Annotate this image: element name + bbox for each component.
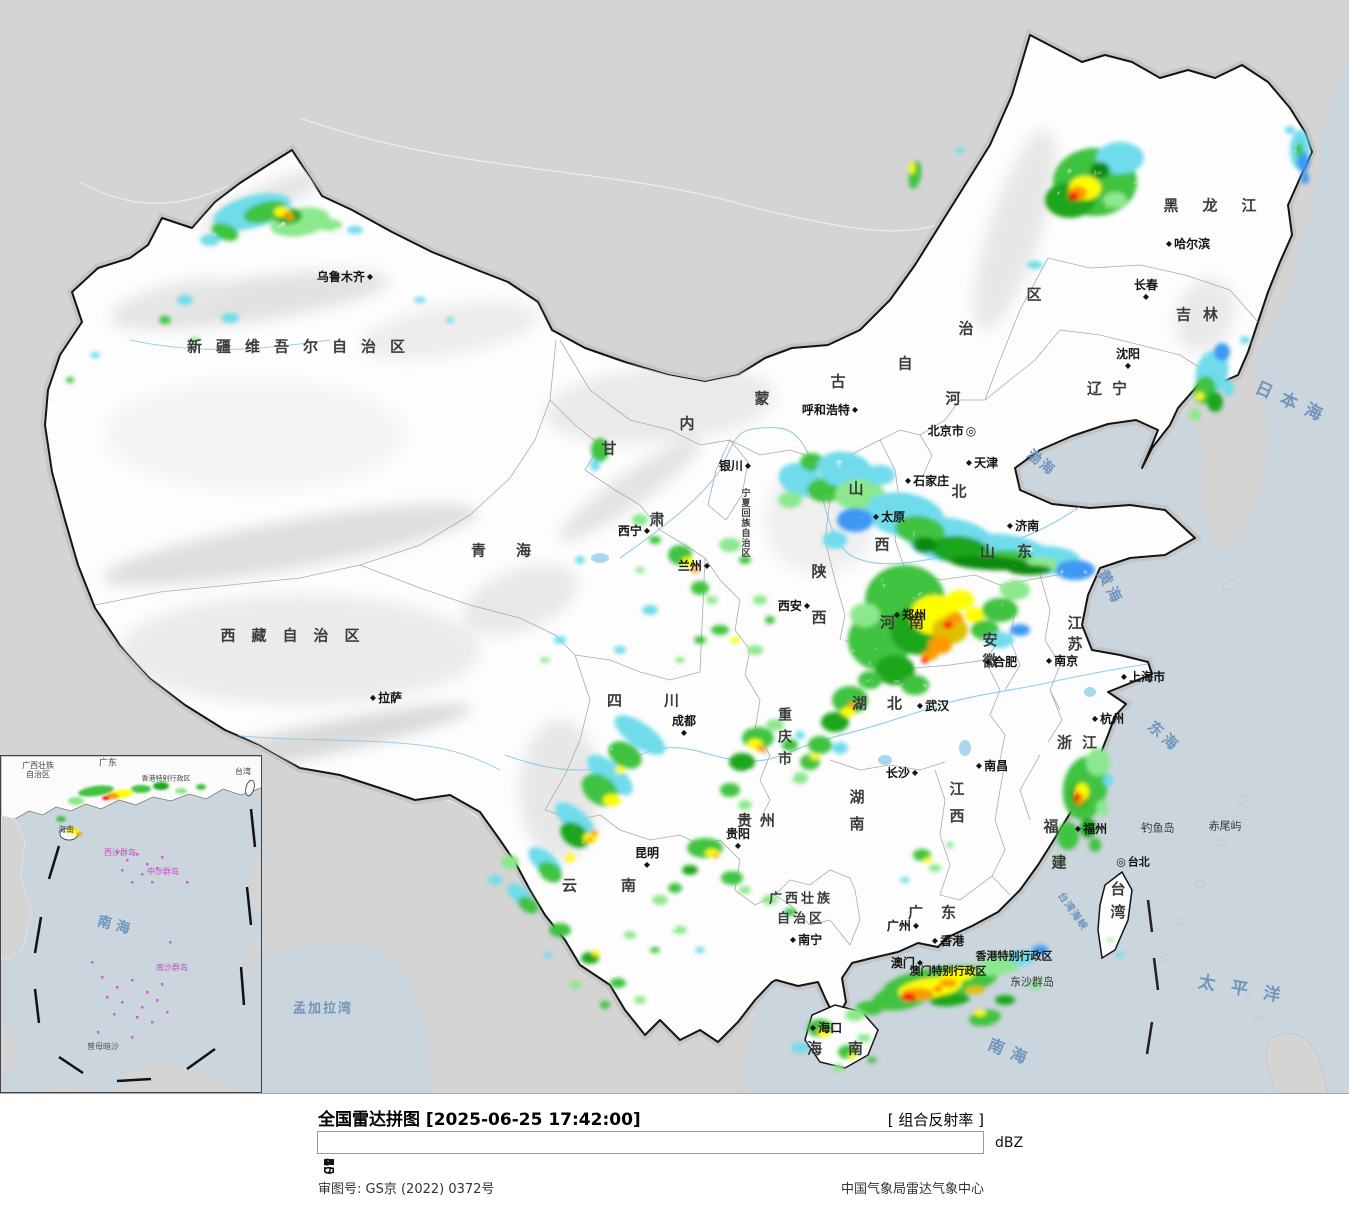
colorbar-value: 70 [320, 1158, 335, 1175]
inset-echo-layer [56, 782, 206, 836]
inset-taiwan [245, 779, 255, 797]
legend-footer: 审图号: GS京 (2022) 0372号 中国气象局雷达气象中心 [318, 1178, 984, 1197]
inset-philippines-2 [243, 933, 259, 973]
dbz-colorbar: 5 10 15 20 25 30 [317, 1131, 984, 1175]
colorbar-value: 25 [320, 1158, 335, 1175]
colorbar-value: 45 [320, 1158, 335, 1175]
inset-map-svg [1, 756, 261, 1092]
colorbar-value: 10 [320, 1158, 335, 1175]
colorbar-value: 65 [320, 1158, 335, 1175]
inset-china-coast [1, 756, 261, 820]
map-title: 全国雷达拼图 [2025-06-25 17:42:00] [318, 1110, 641, 1130]
inset-indochina [1, 815, 32, 960]
inset-island-dots [91, 851, 189, 1039]
legend-header: 全国雷达拼图 [2025-06-25 17:42:00] [ 组合反射率 ] [318, 1105, 984, 1130]
colorbar-value: 55 [320, 1158, 335, 1175]
legend-panel: 全国雷达拼图 [2025-06-25 17:42:00] [ 组合反射率 ] 5… [0, 1093, 1349, 1208]
data-source-credit: 中国气象局雷达气象中心 [840, 1182, 984, 1197]
radar-echo-layer [66, 126, 1310, 1072]
colorbar-value: 40 [320, 1158, 335, 1175]
colorbar-value: 5 [320, 1158, 335, 1167]
map-approval-number: 审图号: GS京 (2022) 0372号 [318, 1182, 495, 1197]
colorbar-value: 15 [320, 1158, 335, 1175]
terrain-shading [102, 129, 1235, 860]
pacific-and-marginal-seas [742, 60, 1349, 1093]
china-radar-map: 新疆维吾尔自治区 西藏自治区 青海甘肃内蒙古自治区黑龙江 吉林 辽宁河北山西山东 河南 江苏… [0, 0, 1349, 1093]
foreign-islands [1015, 580, 1329, 1093]
rivers [129, 339, 1149, 771]
dash-line-segments [1145, 899, 1160, 1055]
colorbar-value: 50 [320, 1158, 335, 1175]
inset-borneo-malaya [1, 1021, 244, 1092]
colorbar-value: 30 [320, 1158, 335, 1175]
colorbar-value: 35 [320, 1158, 335, 1175]
colorbar-value: 60 [320, 1158, 335, 1175]
colorbar-value: 20 [320, 1158, 335, 1175]
taiwan-island [1097, 870, 1133, 960]
inset-nine-dash-line [33, 808, 257, 1083]
inset-philippines [249, 857, 261, 909]
south-china-sea-inset [0, 755, 262, 1093]
product-name: [ 组合反射率 ] [887, 1111, 984, 1129]
dbz-unit-label: dBZ [995, 1135, 1024, 1151]
bay-of-bengal [262, 942, 432, 1093]
